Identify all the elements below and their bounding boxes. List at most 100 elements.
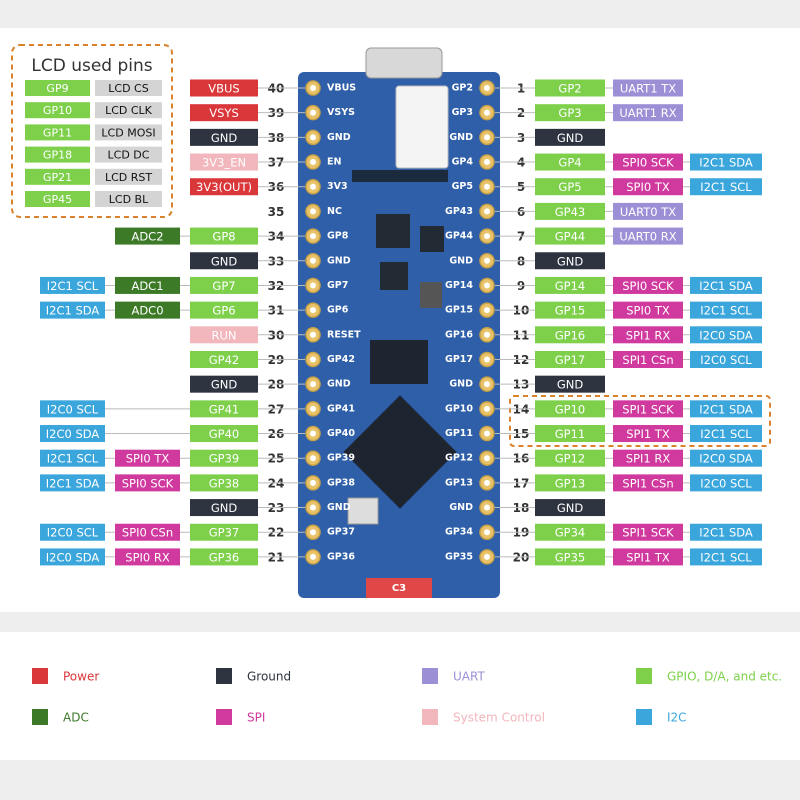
pin-function-text: 3V3_EN	[202, 156, 246, 170]
crystal	[347, 497, 379, 525]
pin-hole	[484, 233, 490, 240]
pin-function-tag	[690, 178, 762, 196]
board-pin-label: GP15	[445, 305, 473, 316]
lcd-pin-text: GP21	[43, 171, 72, 184]
legend-label: Ground	[247, 670, 291, 684]
legend-swatch	[636, 668, 652, 684]
pin-function-tag	[535, 326, 605, 344]
pin-function-text: I2C1 SCL	[700, 304, 752, 318]
pin-function-tag	[690, 425, 762, 443]
pin-function-tag	[190, 128, 258, 146]
board-pin-label: GP34	[445, 527, 473, 538]
pin-function-text: I2C0 SCL	[700, 476, 752, 490]
board-pin-label: NC	[327, 206, 342, 217]
pin-function-text: SPI1 SCK	[622, 402, 674, 416]
board-pin-label: 3V3	[327, 181, 348, 192]
pin-function-text: SPI1 TX	[626, 427, 670, 441]
lcd-pin-text: GP11	[43, 126, 72, 139]
board-pin-label: GP8	[327, 231, 349, 242]
pin-function-tag	[190, 252, 258, 270]
lcd-function-text: LCD DC	[108, 149, 150, 162]
pin-function-tag	[190, 301, 258, 319]
flash-chip	[370, 340, 428, 384]
pin-hole	[310, 331, 316, 338]
pin-hole	[310, 553, 316, 560]
chip	[352, 170, 448, 182]
pin-function-tag	[40, 523, 105, 541]
pin-hole	[310, 233, 316, 240]
pin-function-tag	[190, 104, 258, 122]
pin-function-tag	[40, 276, 105, 294]
legend-swatch	[32, 709, 48, 725]
board-pin-label: VBUS	[327, 83, 356, 94]
pin-function-text: GP10	[555, 402, 585, 416]
pin-function-text: GP16	[555, 328, 585, 342]
pin-function-tag	[40, 548, 105, 566]
lcd-pin-tag	[25, 168, 90, 185]
pin-function-tag	[690, 548, 762, 566]
legend-label: System Control	[453, 711, 545, 725]
pin-function-tag	[190, 178, 258, 196]
pin-hole	[484, 257, 490, 264]
pin-function-text: SPI1 TX	[626, 550, 670, 564]
pin-function-tag	[613, 79, 683, 97]
pin-function-tag	[535, 375, 605, 393]
legend-swatch	[216, 709, 232, 725]
pin-function-text: GP11	[555, 427, 585, 441]
pin-function-tag	[690, 400, 762, 418]
lcd-function-tag	[95, 102, 162, 119]
lcd-function-text: LCD BL	[109, 193, 149, 206]
pin-function-text: ADC0	[131, 304, 163, 318]
pin-hole	[484, 282, 490, 289]
pin-function-tag	[690, 326, 762, 344]
pin-function-tag	[190, 425, 258, 443]
pin-function-tag	[535, 104, 605, 122]
pin-function-text: GP4	[558, 156, 581, 170]
pin-function-text: SPI1 RX	[626, 328, 671, 342]
legend-swatch	[216, 668, 232, 684]
chip	[380, 262, 408, 290]
pin-function-text: SPI0 TX	[126, 452, 170, 466]
pin-function-tag	[535, 227, 605, 245]
board-pin-label: GP13	[445, 477, 473, 488]
pin-hole	[310, 455, 316, 462]
pin-function-text: SPI0 SCK	[122, 476, 174, 490]
board-pin-label: GP2	[452, 83, 473, 94]
pin-hole	[310, 381, 316, 388]
pin-function-tag	[613, 425, 683, 443]
pin-hole	[484, 183, 490, 190]
pin-function-text: I2C1 SDA	[46, 476, 100, 490]
battery-connector	[395, 85, 449, 169]
board-pin-label: GP17	[445, 354, 473, 365]
pin-function-tag	[690, 153, 762, 171]
pin-hole	[484, 109, 490, 116]
pin-function-tag	[535, 301, 605, 319]
pin-function-tag	[535, 425, 605, 443]
pin-function-tag	[190, 548, 258, 566]
pin-function-text: I2C0 SDA	[699, 452, 753, 466]
pin-function-text: RUN	[211, 328, 236, 342]
pin-hole	[484, 553, 490, 560]
lcd-function-tag	[95, 124, 162, 141]
pin-function-tag	[613, 350, 683, 368]
lcd-function-text: LCD MOSI	[101, 126, 155, 139]
lcd-box	[11, 44, 173, 218]
pin-hole	[484, 479, 490, 486]
chip	[376, 214, 410, 248]
lcd-box-title: LCD used pins	[31, 56, 152, 76]
pin-function-text: GP6	[212, 304, 235, 318]
board-pin-label: GP35	[445, 551, 473, 562]
pin-function-text: GP13	[555, 476, 585, 490]
pin-function-text: VBUS	[208, 82, 239, 96]
pin-function-tag	[190, 499, 258, 517]
pin-function-tag	[190, 153, 258, 171]
legend-label: Power	[63, 670, 99, 684]
pin-function-tag	[115, 449, 180, 467]
board-pin-label: GND	[327, 132, 351, 143]
mcu-chip	[343, 395, 457, 509]
pin-hole	[484, 307, 490, 314]
usb-connector	[365, 47, 443, 79]
pin-function-tag	[115, 523, 180, 541]
pin-hole	[310, 183, 316, 190]
pin-hole	[484, 381, 490, 388]
